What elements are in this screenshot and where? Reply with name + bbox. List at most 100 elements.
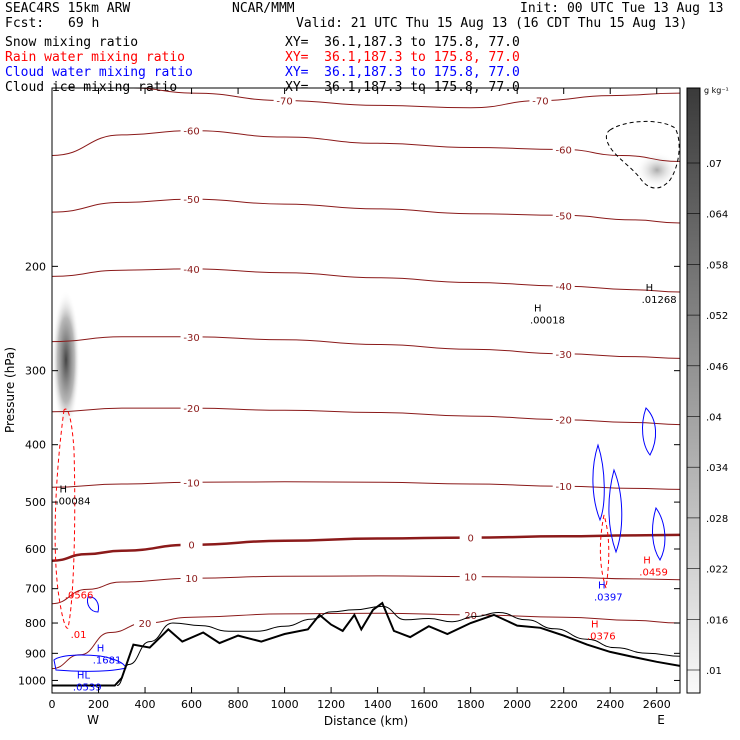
x-tick-label-5: 1000	[271, 698, 299, 711]
y-tick-label-8: 1000	[18, 674, 46, 687]
y-tick-label-6: 800	[25, 617, 46, 630]
extremum-value-8: .1681	[93, 655, 122, 666]
terrain-line	[52, 601, 680, 687]
x-tick-label-11: 2200	[550, 698, 578, 711]
colorbar	[686, 87, 701, 694]
extremum-marker-5: H	[598, 581, 606, 592]
y-tick-label-1: 300	[25, 365, 46, 378]
temperature-contour-3	[52, 268, 680, 293]
extremum-value-7: .0376	[587, 631, 616, 642]
colorbar-unit: g kg⁻¹	[704, 86, 729, 95]
temperature-contour-5	[52, 407, 680, 426]
x-tick-label-12: 2400	[596, 698, 624, 711]
temperature-label-1-1: -60	[556, 145, 572, 156]
x-tick-label-2: 400	[135, 698, 156, 711]
temperature-label-5-1: -20	[556, 416, 572, 427]
cloud-ice-shading	[635, 152, 679, 188]
x-tick-label-9: 1800	[457, 698, 485, 711]
colorbar-tick-label-9: .016	[706, 615, 728, 626]
extremum-marker-9: HL	[77, 670, 91, 681]
x-end-east: E	[657, 713, 665, 727]
valid-time: Valid: 21 UTC Thu 15 Aug 13 (16 CDT Thu …	[296, 16, 688, 31]
temperature-label-6-0: -10	[183, 478, 199, 489]
temperature-label-2-0: -50	[183, 195, 199, 206]
temperature-label-0-1: -70	[532, 97, 548, 108]
temperature-label-1-0: -60	[183, 127, 199, 138]
temperature-label-bg	[459, 608, 482, 620]
x-tick-label-8: 1600	[410, 698, 438, 711]
temperature-label-bg	[552, 143, 575, 155]
init-time: Init: 00 UTC Tue 13 Aug 13	[520, 1, 724, 16]
extremum-value-0: .00018	[530, 315, 565, 326]
temperature-label-bg	[552, 347, 575, 359]
temperature-contour-9	[52, 612, 680, 670]
x-tick-label-4: 800	[228, 698, 249, 711]
terrain-shadow-line	[116, 605, 680, 686]
x-axis-label: Distance (km)	[324, 714, 408, 728]
y-tick-label-4: 600	[25, 543, 46, 556]
cloud-water-contour-a	[592, 443, 605, 522]
temperature-contour-0	[133, 88, 680, 109]
temperature-label-4-1: -30	[556, 350, 572, 361]
temperature-label-bg	[180, 538, 203, 550]
temperature-label-bg	[180, 193, 203, 205]
cloud-ice-contour	[605, 120, 680, 189]
temperature-label-6-1: -10	[556, 482, 572, 493]
temperature-label-bg	[529, 94, 552, 106]
cloud-water-contour-d	[652, 506, 666, 561]
extremum-value-6: .0459	[639, 568, 668, 579]
temperature-label-bg	[180, 124, 203, 136]
colorbar-tick-label-0: .07	[706, 159, 722, 170]
model-title: SEAC4RS 15km ARW	[5, 1, 131, 16]
extremum-marker-0: H	[534, 303, 542, 314]
temperature-label-3-1: -40	[556, 282, 572, 293]
temperature-contour-2	[52, 198, 680, 224]
x-end-west: W	[87, 713, 99, 727]
x-tick-label-6: 1200	[317, 698, 345, 711]
temperature-label-4-0: -30	[183, 333, 199, 344]
extremum-marker-1: H	[646, 283, 654, 294]
colorbar-tick-label-5: .04	[706, 413, 722, 424]
y-axis-label: Pressure (hPa)	[3, 347, 17, 433]
y-tick-label-0: 200	[25, 260, 46, 273]
y-tick-label-5: 700	[25, 583, 46, 596]
temperature-label-bg	[180, 572, 203, 584]
field-name-cloud-water: Cloud water mixing ratio	[5, 65, 193, 80]
rain-water-contour-east	[599, 514, 610, 589]
temperature-contour-4	[52, 336, 680, 359]
colorbar-tick-label-7: .028	[706, 514, 728, 525]
extremum-marker-8: H	[97, 643, 105, 654]
temperature-label-bg	[552, 480, 575, 492]
temperature-label-8-1: 10	[464, 573, 477, 584]
temperature-label-bg	[180, 330, 203, 342]
x-tick-label-7: 1400	[364, 698, 392, 711]
extremum-value-9: .0539	[73, 682, 102, 693]
field-xy-snow: XY= 36.1,187.3 to 175.8, 77.0	[285, 35, 520, 50]
extremum-value-1: .01268	[642, 295, 677, 306]
temperature-label-bg	[134, 617, 157, 629]
temperature-label-bg	[552, 209, 575, 221]
colorbar-tick-label-3: .052	[706, 311, 728, 322]
extremum-value-3: .0566	[65, 591, 94, 602]
cloud-water-contour-b	[608, 468, 623, 554]
temperature-label-8-0: 10	[185, 574, 198, 585]
temperature-contour-6	[52, 481, 680, 490]
temperature-label-0-0: -70	[276, 97, 292, 108]
extremum-marker-7: H	[591, 619, 599, 630]
temperature-label-2-1: -50	[556, 211, 572, 222]
x-tick-label-10: 2000	[503, 698, 531, 711]
temperature-contour-7	[52, 533, 680, 562]
temperature-label-bg	[459, 570, 482, 582]
rain-water-contour-west	[54, 408, 76, 629]
temperature-label-9-1: 20	[464, 611, 477, 622]
temperature-label-bg	[180, 402, 203, 414]
forecast-label: Fcst:	[5, 16, 45, 31]
temperature-label-bg	[552, 280, 575, 292]
x-tick-label-3: 600	[181, 698, 202, 711]
forecast-hour: 69 h	[68, 16, 100, 31]
colorbar-tick-label-2: .058	[706, 260, 728, 271]
y-tick-label-3: 500	[25, 496, 46, 509]
temperature-label-5-0: -20	[183, 404, 199, 415]
field-xy-cloud-water: XY= 36.1,187.3 to 175.8, 77.0	[285, 65, 520, 80]
